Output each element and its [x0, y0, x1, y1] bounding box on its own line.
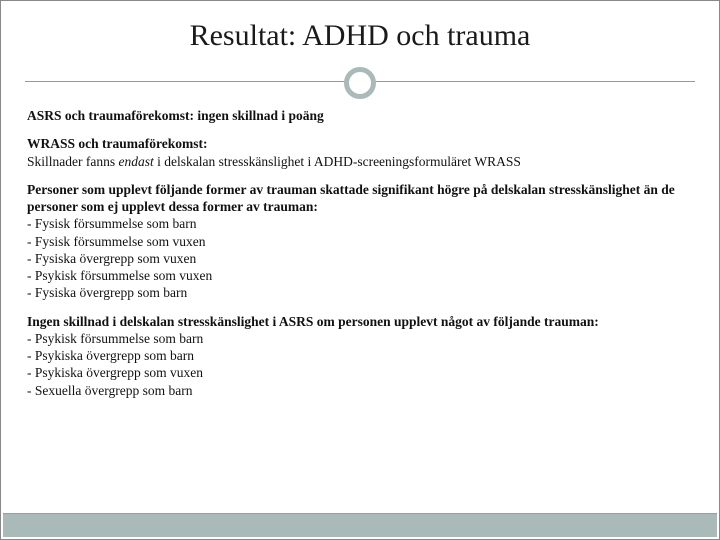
list-item: - Psykiska övergrepp som vuxen [27, 364, 693, 381]
ring-icon [344, 67, 376, 99]
section-heading: ASRS och traumaförekomst: ingen skillnad… [27, 108, 324, 123]
section-body: Skillnader fanns endast i delskalan stre… [27, 153, 693, 170]
slide-title: Resultat: ADHD och trauma [21, 19, 699, 53]
content-area: ASRS och traumaförekomst: ingen skillnad… [1, 103, 719, 422]
section-wrass: WRASS och traumaförekomst: Skillnader fa… [27, 135, 693, 170]
list-item: - Sexuella övergrepp som barn [27, 382, 693, 399]
section-no-diff: Ingen skillnad i delskalan stresskänslig… [27, 313, 693, 399]
body-prefix: Skillnader fanns [27, 154, 118, 169]
list-item: - Fysiska övergrepp som barn [27, 284, 693, 301]
title-area: Resultat: ADHD och trauma [1, 1, 719, 61]
list-item: - Psykiska övergrepp som barn [27, 347, 693, 364]
list-item: - Fysiska övergrepp som vuxen [27, 250, 693, 267]
list-item: - Psykisk försummelse som vuxen [27, 267, 693, 284]
section-higher: Personer som upplevt följande former av … [27, 181, 693, 302]
body-italic: endast [118, 154, 153, 169]
slide-frame: Resultat: ADHD och trauma ASRS och traum… [0, 0, 720, 540]
section-heading: Ingen skillnad i delskalan stresskänslig… [27, 313, 693, 330]
list-item: - Psykisk försummelse som barn [27, 330, 693, 347]
list-item: - Fysisk försummelse som barn [27, 215, 693, 232]
footer-band [3, 513, 717, 537]
section-heading: Personer som upplevt följande former av … [27, 181, 693, 216]
title-divider [1, 63, 719, 103]
body-suffix: i delskalan stresskänslighet i ADHD-scre… [154, 154, 521, 169]
list-item: - Fysisk försummelse som vuxen [27, 233, 693, 250]
section-heading: WRASS och traumaförekomst: [27, 135, 693, 152]
section-asrs: ASRS och traumaförekomst: ingen skillnad… [27, 107, 693, 124]
